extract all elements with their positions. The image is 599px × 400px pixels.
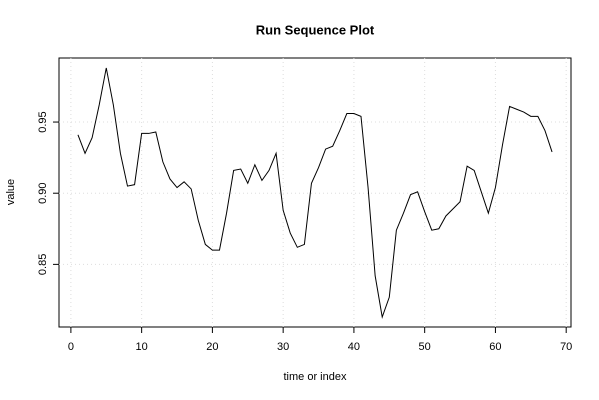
y-tick-label: 0.90 (37, 183, 49, 204)
x-tick-label: 10 (136, 341, 148, 353)
y-tick-label: 0.95 (37, 111, 49, 132)
x-tick-label: 30 (277, 341, 289, 353)
plot-frame (58, 57, 572, 328)
x-axis-label: time or index (284, 371, 347, 383)
y-axis-label: value (5, 179, 17, 205)
x-tick-label: 40 (348, 341, 360, 353)
x-tick-label: 70 (560, 341, 572, 353)
chart-title: Run Sequence Plot (256, 22, 375, 37)
x-tick-label: 20 (206, 341, 218, 353)
x-tick-label: 60 (489, 341, 501, 353)
data-line (77, 67, 553, 320)
y-tick-label: 0.85 (37, 254, 49, 275)
x-tick-label: 50 (419, 341, 431, 353)
x-tick-label: 0 (68, 341, 74, 353)
